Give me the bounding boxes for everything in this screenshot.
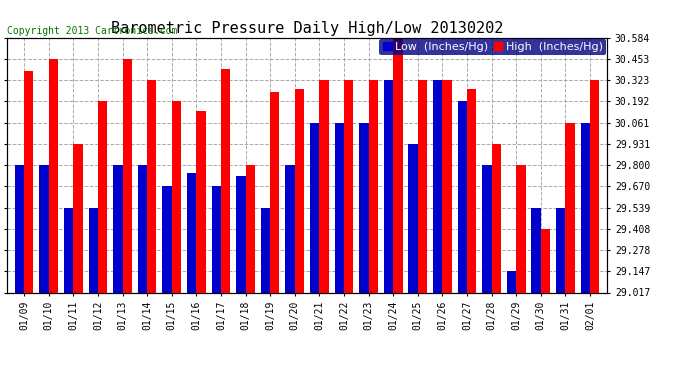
Bar xyxy=(212,186,221,292)
Legend: Low  (Inches/Hg), High  (Inches/Hg): Low (Inches/Hg), High (Inches/Hg) xyxy=(380,39,606,55)
Bar xyxy=(73,144,83,292)
Bar xyxy=(113,165,123,292)
Bar xyxy=(384,80,393,292)
Bar xyxy=(516,165,526,292)
Text: Copyright 2013 Cartronics.com: Copyright 2013 Cartronics.com xyxy=(7,26,177,36)
Bar xyxy=(270,92,279,292)
Bar xyxy=(187,173,197,292)
Bar xyxy=(359,123,368,292)
Bar xyxy=(221,69,230,292)
Bar xyxy=(408,144,417,292)
Bar xyxy=(507,272,516,292)
Bar xyxy=(310,123,319,292)
Bar xyxy=(197,111,206,292)
Bar xyxy=(14,165,24,292)
Bar xyxy=(368,80,378,292)
Bar xyxy=(147,80,157,292)
Bar xyxy=(393,38,402,292)
Bar xyxy=(64,207,73,292)
Bar xyxy=(286,165,295,292)
Bar xyxy=(246,165,255,292)
Bar xyxy=(88,207,98,292)
Bar xyxy=(531,207,541,292)
Bar xyxy=(580,123,590,292)
Bar xyxy=(138,165,147,292)
Bar xyxy=(491,144,501,292)
Bar xyxy=(236,177,246,292)
Bar xyxy=(98,101,107,292)
Bar xyxy=(541,229,550,292)
Bar xyxy=(295,88,304,292)
Bar xyxy=(467,88,476,292)
Bar xyxy=(565,123,575,292)
Bar xyxy=(172,101,181,292)
Bar xyxy=(261,207,270,292)
Bar xyxy=(335,123,344,292)
Bar xyxy=(457,101,467,292)
Bar xyxy=(482,165,491,292)
Title: Barometric Pressure Daily High/Low 20130202: Barometric Pressure Daily High/Low 20130… xyxy=(111,21,503,36)
Bar xyxy=(319,80,328,292)
Bar xyxy=(24,71,34,292)
Bar xyxy=(556,207,565,292)
Bar xyxy=(162,186,172,292)
Bar xyxy=(417,80,427,292)
Bar xyxy=(433,80,442,292)
Bar xyxy=(39,165,49,292)
Bar xyxy=(49,59,58,292)
Bar xyxy=(344,80,353,292)
Bar xyxy=(590,80,600,292)
Bar xyxy=(123,59,132,292)
Bar xyxy=(442,80,452,292)
